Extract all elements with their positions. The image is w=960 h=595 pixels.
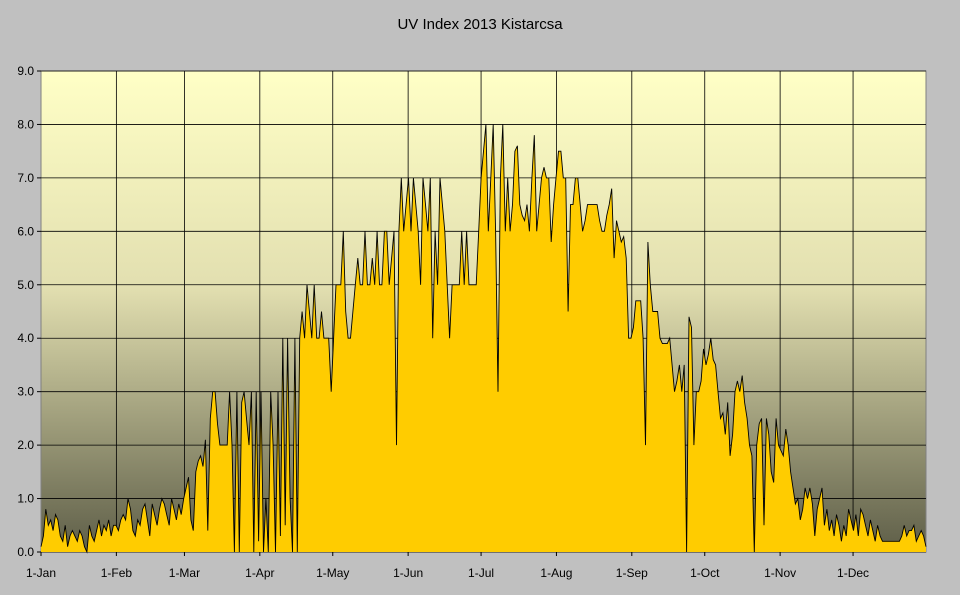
x-tick-label: 1-Jul (468, 566, 494, 580)
y-tick-label: 8.0 (17, 117, 34, 131)
x-tick-label: 1-Sep (616, 566, 648, 580)
x-tick-label: 1-Oct (690, 566, 720, 580)
x-tick-label: 1-Jun (393, 566, 423, 580)
y-axis-ticks: 0.0 1.0 2.0 3.0 4.0 5.0 6.0 7.0 8.0 9.0 (17, 64, 41, 559)
chart-title: UV Index 2013 Kistarcsa (397, 16, 563, 33)
x-axis-ticks: 1-Jan 1-Feb 1-Mar 1-Apr 1-May 1-Jun 1-Jul 1-Aug… (26, 552, 869, 580)
y-tick-label: 4.0 (17, 331, 34, 345)
x-tick-label: 1-May (316, 566, 349, 580)
y-tick-label: 9.0 (17, 64, 34, 78)
y-tick-label: 7.0 (17, 171, 34, 185)
uv-area (41, 124, 926, 553)
x-tick-label: 1-Feb (101, 566, 133, 580)
x-tick-label: 1-Mar (169, 566, 200, 580)
y-tick-label: 5.0 (17, 278, 34, 292)
y-tick-label: 6.0 (17, 224, 34, 238)
y-tick-label: 2.0 (17, 438, 34, 452)
uv-line (40, 124, 927, 554)
x-tick-label: 1-Jan (26, 566, 56, 580)
y-tick-label: 3.0 (17, 385, 34, 399)
y-tick-label: 1.0 (17, 492, 34, 506)
x-tick-label: 1-Apr (245, 566, 274, 580)
y-tick-label: 0.0 (17, 545, 34, 559)
x-tick-label: 1-Dec (837, 566, 869, 580)
x-tick-label: 1-Nov (764, 566, 796, 580)
x-tick-label: 1-Aug (540, 566, 572, 580)
